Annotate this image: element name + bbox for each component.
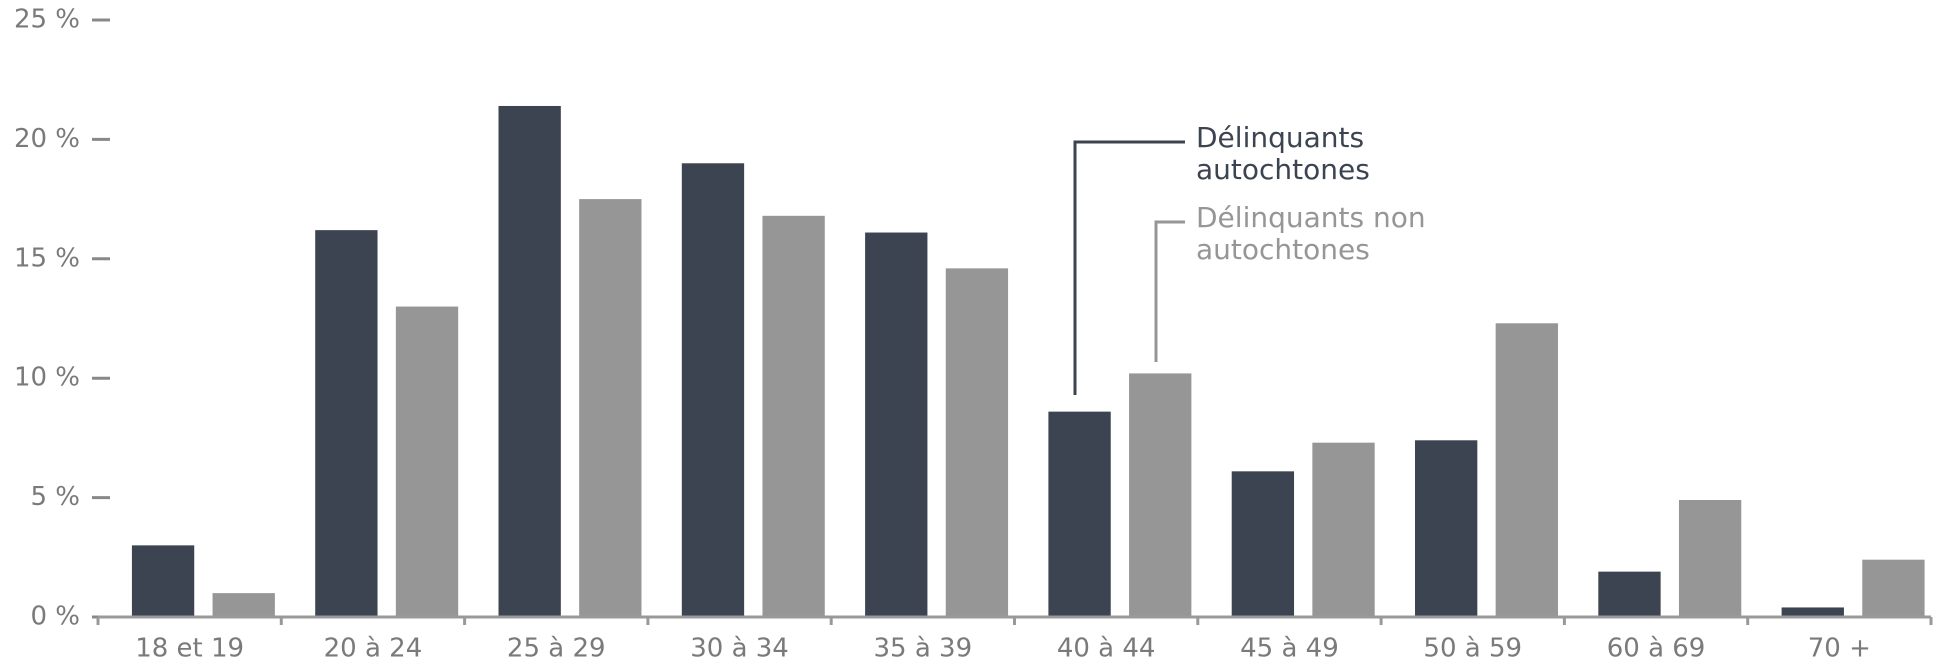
bar [762,215,825,618]
bar [945,268,1009,617]
bar [681,163,745,617]
x-tick-label: 25 à 29 [507,634,606,664]
leader-line [1154,220,1185,362]
bar [1231,471,1295,617]
leader-line [1073,140,1185,395]
bar [212,593,275,617]
x-tick-label: 20 à 24 [324,634,423,664]
x-tick-label: 60 à 69 [1607,634,1706,664]
legend-label: Délinquants autochtones [1196,121,1370,186]
bar [1781,607,1844,617]
x-tick-label: 50 à 59 [1423,634,1522,664]
bar [498,105,561,617]
x-tick-label: 45 à 49 [1240,634,1339,664]
y-tick-label: 5 % [30,482,80,512]
bar [1598,571,1661,617]
bar [395,306,459,617]
bar [1678,499,1742,617]
y-tick-label: 20 % [14,124,80,154]
x-tick-label: 70 + [1808,634,1871,664]
bar [1495,323,1558,617]
bar [131,545,195,617]
x-tick-label: 35 à 39 [874,634,973,664]
bar [865,232,928,618]
bar [315,230,378,618]
x-tick-label: 40 à 44 [1057,634,1156,664]
bar [1129,373,1192,617]
y-tick-label: 0 % [30,602,80,632]
y-tick-label: 15 % [14,243,80,273]
bar [579,199,642,617]
legend-label: Délinquants non autochtones [1196,201,1426,266]
y-tick-label: 25 % [14,5,80,35]
bar [1048,411,1111,617]
x-tick-label: 18 et 19 [135,634,244,664]
bar [1415,440,1478,617]
bar [1862,559,1925,617]
bar [1312,442,1375,617]
x-tick-label: 30 à 34 [690,634,789,664]
y-tick-label: 10 % [14,363,80,393]
